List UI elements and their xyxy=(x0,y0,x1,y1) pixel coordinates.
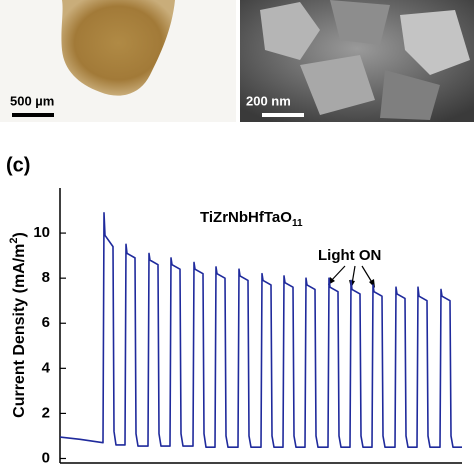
formula-subscript: 11 xyxy=(292,218,303,229)
formula: TiZrNbHfTaO xyxy=(200,209,292,226)
scale-label: 500 µm xyxy=(10,93,54,108)
y-tick-label: 8 xyxy=(42,269,50,286)
powder-photo: 500 µm xyxy=(0,0,236,122)
y-axis-label: Current Density (mA/m2) xyxy=(8,232,28,418)
sem-image: 200 nm xyxy=(240,0,474,122)
scale-label: 200 nm xyxy=(246,93,291,108)
y-label-main: Current Density (mA/m xyxy=(11,244,28,418)
panel-label: (c) xyxy=(6,154,30,176)
y-tick-label: 2 xyxy=(42,404,50,421)
y-tick-label: 4 xyxy=(42,359,51,376)
annotation: Light ON xyxy=(318,247,381,264)
sample-label: TiZrNbHfTaO11 xyxy=(200,209,303,229)
y-tick-label: 6 xyxy=(42,314,50,331)
y-label-sup: 2 xyxy=(8,237,20,243)
y-tick-label: 0 xyxy=(42,449,50,466)
y-tick-label: 10 xyxy=(33,224,50,241)
y-label-close: ) xyxy=(11,232,28,237)
data-line xyxy=(59,212,462,449)
